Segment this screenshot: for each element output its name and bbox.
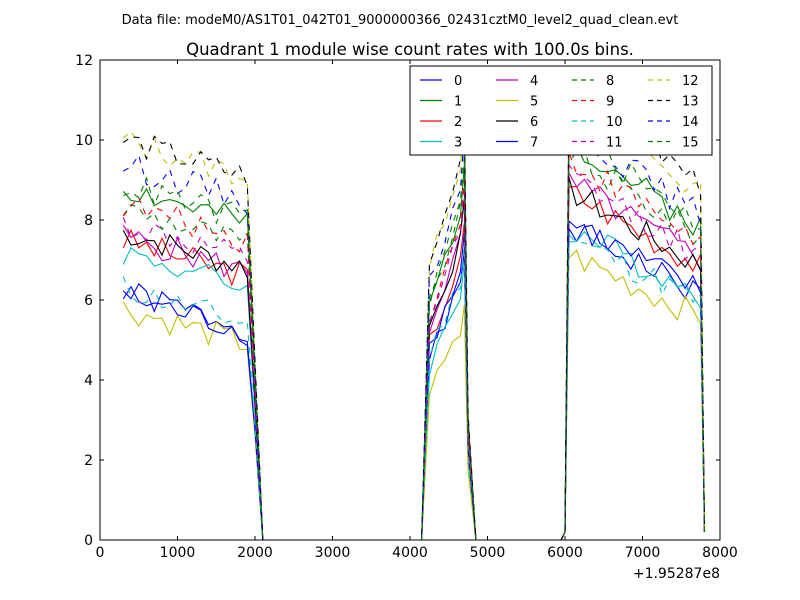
legend-label-4: 4: [530, 74, 538, 89]
y-tick-label: 6: [84, 293, 93, 309]
figure-suptitle: Data file: modeM0/AS1T01_042T01_90000003…: [122, 13, 679, 28]
series-line-6: [122, 177, 706, 541]
series-line-7: [122, 219, 706, 541]
series-line-9: [122, 151, 706, 541]
chart-title: Quadrant 1 module wise count rates with …: [186, 40, 634, 59]
legend-label-10: 10: [606, 115, 623, 130]
series-line-2: [122, 185, 706, 541]
legend-label-6: 6: [530, 115, 538, 130]
series-line-15: [123, 132, 706, 541]
x-tick-label: 8000: [702, 545, 738, 561]
legend-label-2: 2: [454, 115, 462, 130]
y-tick-label: 8: [84, 213, 93, 229]
axis-ticks: 0 1000 2000 3000 4000 5000 6000 7000 80000246810…: [75, 53, 738, 561]
series-line-14: [123, 120, 706, 541]
legend-label-3: 3: [454, 136, 462, 151]
y-tick-label: 0: [84, 533, 93, 549]
legend-label-0: 0: [454, 74, 462, 89]
series-line-10: [122, 241, 706, 541]
series-line-11: [122, 163, 706, 541]
x-tick-label: 6000: [547, 545, 583, 561]
x-offset-label: +1.95287e8: [633, 566, 720, 582]
x-tick-label: 7000: [625, 545, 661, 561]
legend-label-9: 9: [606, 95, 614, 110]
series-line-1: [122, 144, 706, 541]
legend-label-15: 15: [682, 136, 699, 151]
legend-label-5: 5: [530, 95, 538, 110]
series-line-4: [122, 170, 706, 541]
x-tick-label: 2000: [237, 545, 273, 561]
series-line-3: [122, 230, 706, 541]
legend-label-13: 13: [682, 95, 699, 110]
plot-lines: [122, 91, 706, 541]
legend-label-11: 11: [606, 136, 623, 151]
x-tick-label: 3000: [315, 545, 351, 561]
series-line-5: [122, 249, 706, 541]
legend-label-12: 12: [682, 74, 699, 89]
y-tick-label: 12: [75, 53, 93, 69]
x-tick-label: 0: [96, 545, 105, 561]
legend-label-7: 7: [530, 136, 538, 151]
x-tick-label: 1000: [160, 545, 196, 561]
y-tick-label: 4: [84, 373, 93, 389]
legend-box: [409, 65, 713, 156]
legend-label-14: 14: [682, 115, 699, 130]
y-tick-label: 2: [84, 453, 93, 469]
legend-label-1: 1: [454, 95, 462, 110]
series-line-0: [122, 224, 706, 541]
series-line-13: [122, 91, 706, 541]
legend-label-8: 8: [606, 74, 614, 89]
series-line-12: [122, 98, 706, 541]
y-tick-label: 10: [75, 133, 93, 149]
x-tick-label: 5000: [470, 545, 506, 561]
series-line-8: [122, 149, 706, 541]
x-tick-label: 4000: [392, 545, 428, 561]
